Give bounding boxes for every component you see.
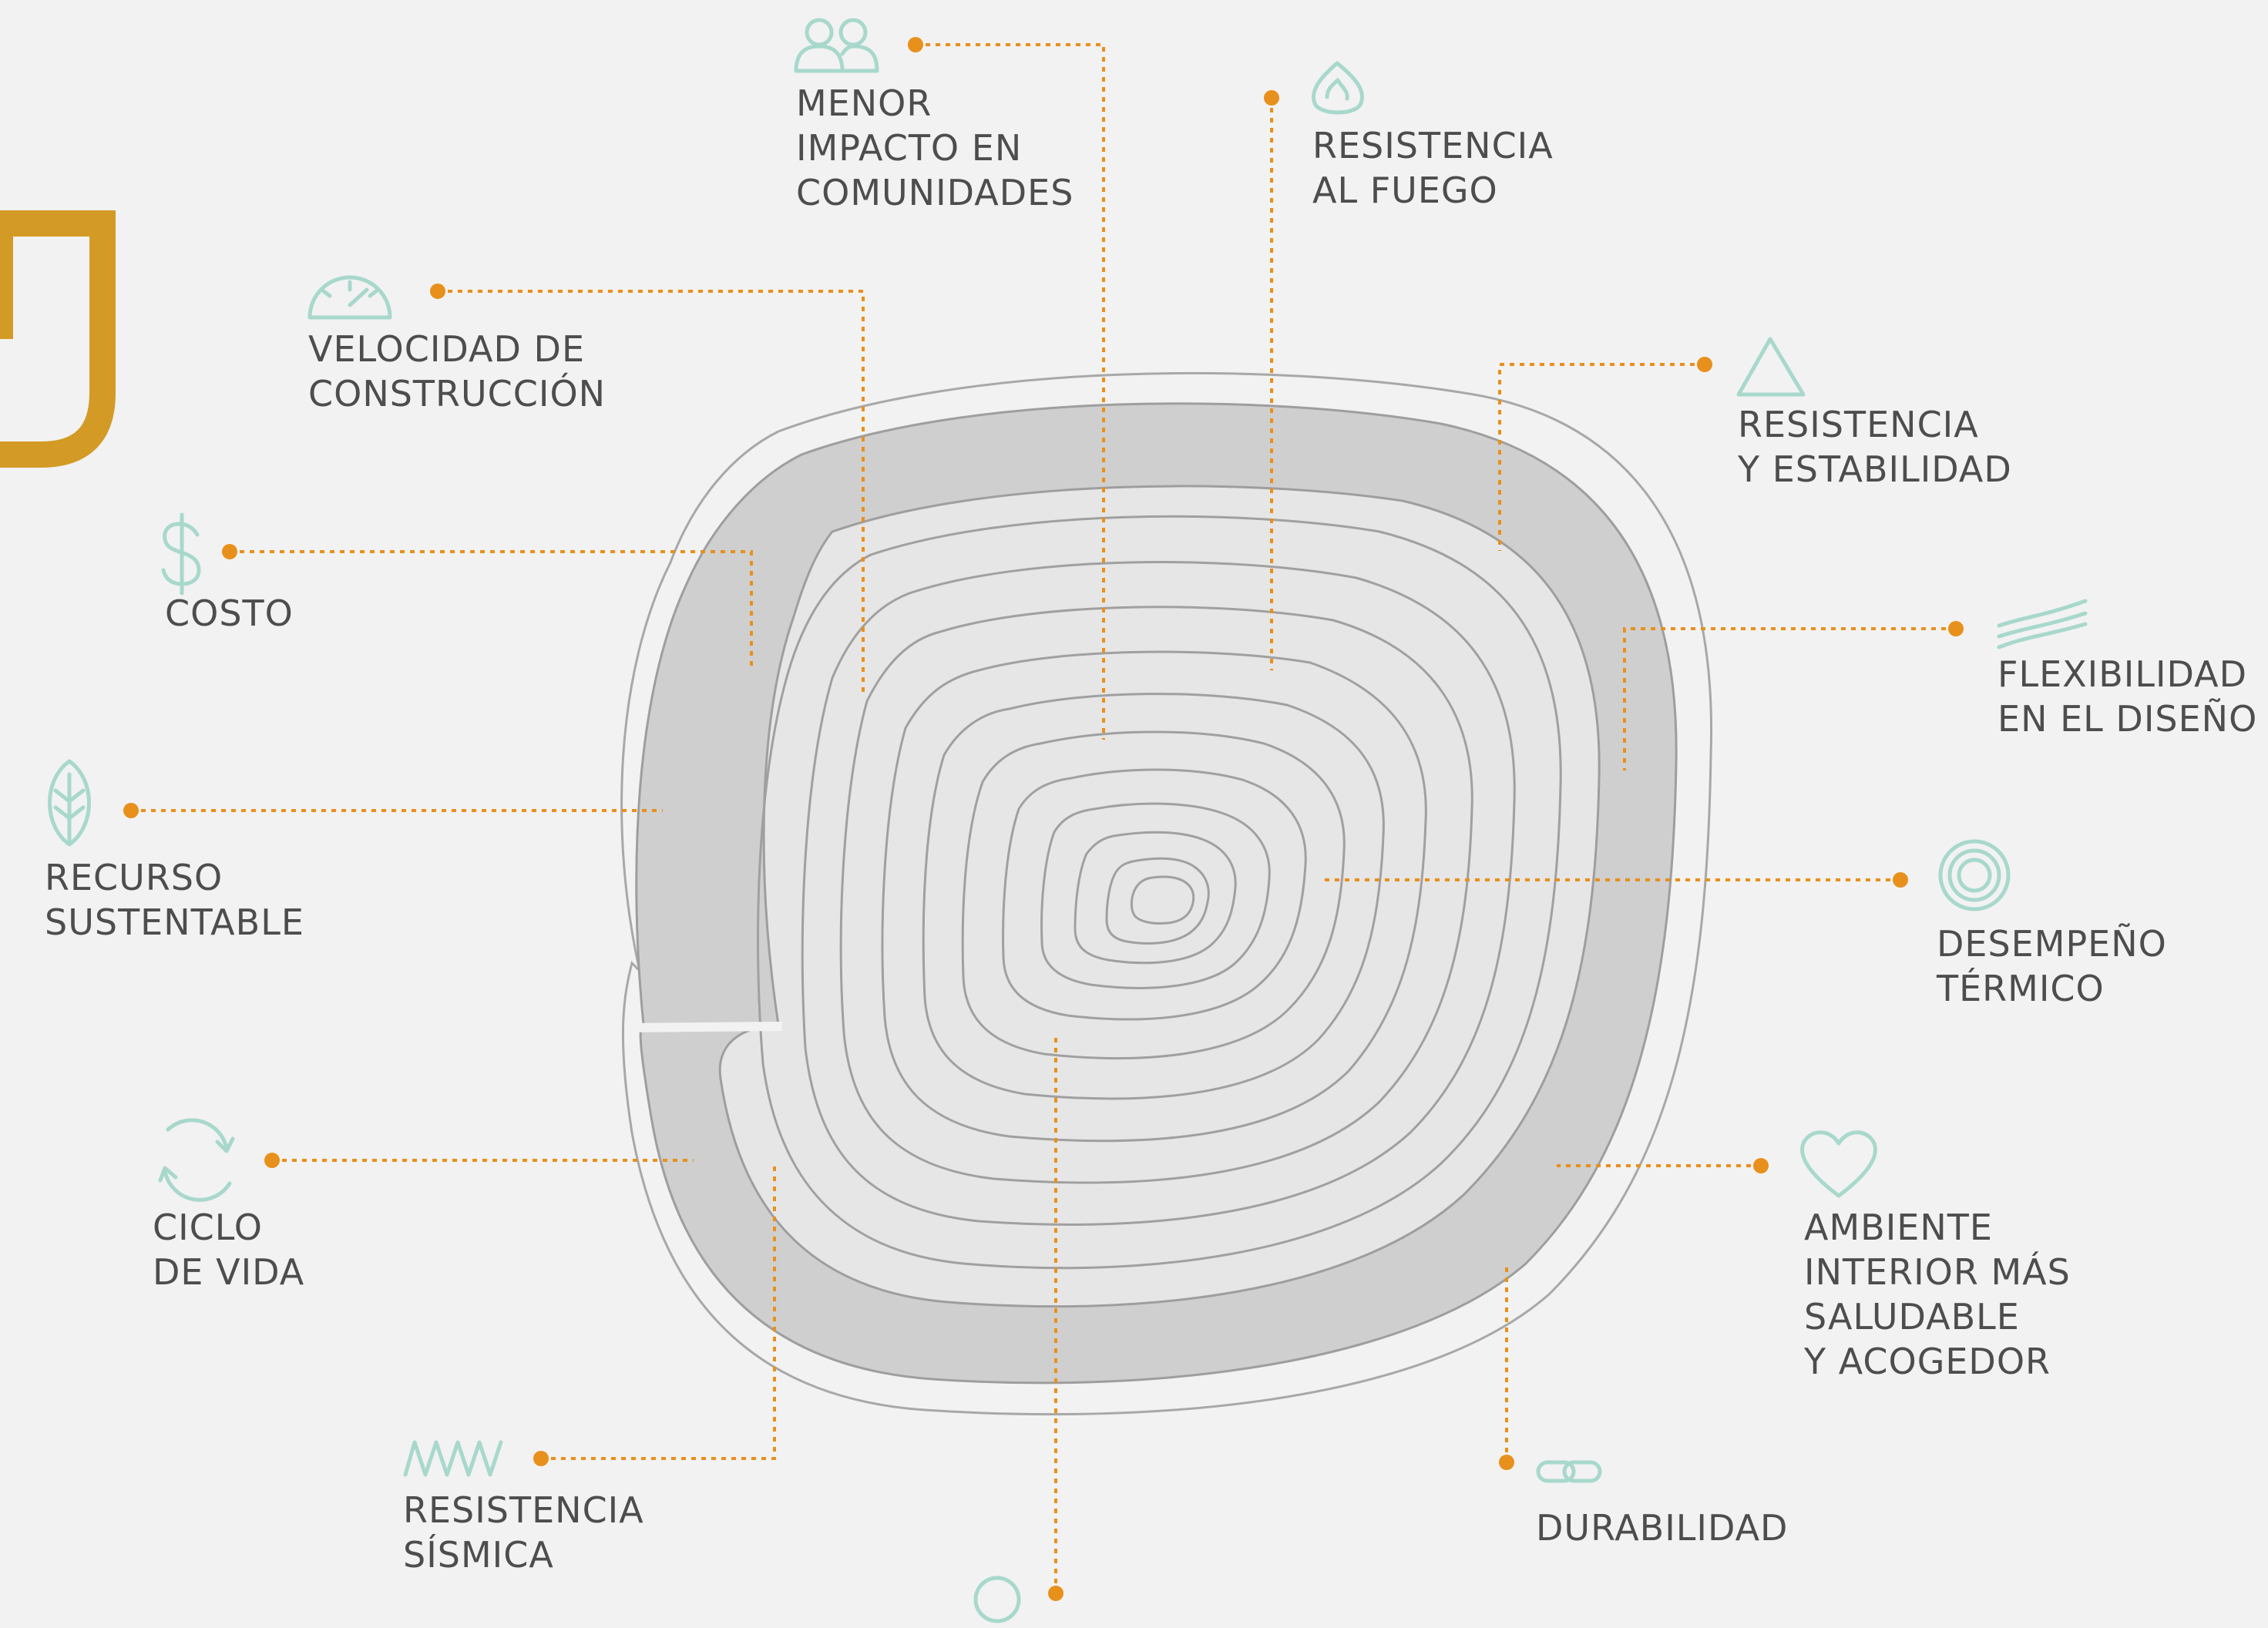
label-durabilidad: DURABILIDAD	[1536, 1505, 1788, 1550]
label-line: RECURSO	[45, 857, 223, 898]
heart-icon	[1800, 1130, 1877, 1198]
cycle-icon	[158, 1118, 235, 1202]
concentric-circles-icon	[1938, 839, 2011, 911]
label-ciclo: CICLO DE VIDA	[153, 1205, 304, 1294]
label-line: SALUDABLE	[1804, 1296, 2020, 1338]
connector-dot	[264, 1153, 280, 1168]
label-line: MENOR	[796, 82, 932, 124]
connector-dot	[430, 284, 445, 299]
label-line: RESISTENCIA	[403, 1489, 644, 1531]
tree-rings	[620, 371, 1713, 1416]
chain-link-icon	[1536, 1460, 1602, 1483]
connector-dot	[1048, 1586, 1063, 1601]
label-recurso: RECURSO SUSTENTABLE	[45, 855, 304, 945]
connector-dot	[1753, 1158, 1769, 1173]
zigzag-icon	[403, 1440, 503, 1477]
inner-ring-band	[718, 485, 1601, 1308]
label-line: Y ACOGEDOR	[1804, 1341, 2051, 1382]
label-line: RESISTENCIA	[1312, 125, 1554, 166]
connector-dot	[1697, 357, 1712, 372]
dollar-icon	[161, 512, 201, 596]
label-line: IMPACTO EN	[796, 127, 1023, 169]
speedometer-icon	[307, 275, 392, 320]
label-line: DESEMPEÑO	[1937, 923, 2167, 965]
label-line: TÉRMICO	[1937, 968, 2105, 1009]
label-line: COSTO	[165, 592, 294, 634]
label-resistencia-estabilidad: RESISTENCIA Y ESTABILIDAD	[1738, 402, 2012, 492]
label-line: SÍSMICA	[403, 1534, 554, 1576]
connector-dot	[908, 37, 923, 52]
label-line: CICLO	[153, 1207, 263, 1248]
label-costo: COSTO	[165, 591, 294, 636]
label-line: COMUNIDADES	[796, 172, 1074, 213]
label-line: INTERIOR MÁS	[1804, 1251, 2071, 1293]
label-ambiente: AMBIENTE INTERIOR MÁS SALUDABLE Y ACOGED…	[1804, 1205, 2071, 1384]
label-line: AMBIENTE	[1804, 1207, 1993, 1248]
label-line: DE VIDA	[153, 1251, 305, 1293]
label-line: DURABILIDAD	[1536, 1507, 1789, 1549]
label-line: SUSTENTABLE	[45, 901, 304, 943]
leaf-icon	[48, 759, 91, 847]
connector-dot	[1893, 872, 1908, 888]
label-sismica: RESISTENCIA SÍSMICA	[403, 1488, 644, 1577]
connector-dot	[1264, 90, 1279, 106]
label-line: VELOCIDAD DE	[308, 328, 586, 370]
label-resistencia-fuego: RESISTENCIA AL FUEGO	[1312, 123, 1554, 213]
triangle-icon	[1736, 337, 1806, 397]
label-line: RESISTENCIA	[1738, 404, 1979, 445]
label-velocidad: VELOCIDAD DE CONSTRUCCIÓN	[308, 327, 606, 416]
label-line: Y ESTABILIDAD	[1738, 448, 2012, 490]
label-flexibilidad: FLEXIBILIDAD EN EL DISEÑO	[1998, 652, 2257, 741]
connector-dot	[1948, 621, 1964, 636]
connector-dot	[1499, 1455, 1514, 1470]
logo-fragment	[0, 210, 116, 468]
connector-dot	[533, 1451, 549, 1466]
connector-dots	[123, 37, 1964, 1601]
people-icon	[794, 18, 879, 73]
label-line: CONSTRUCCIÓN	[308, 373, 606, 415]
label-line: EN EL DISEÑO	[1998, 698, 2258, 740]
bark-crack	[624, 1022, 782, 1032]
waves-icon	[1997, 599, 2088, 650]
connector-dot	[222, 544, 237, 559]
circle-icon	[973, 1576, 1021, 1623]
flame-icon	[1312, 61, 1364, 115]
connector-dot	[123, 803, 139, 818]
bark-outline	[620, 371, 1713, 1416]
label-desempeno: DESEMPEÑO TÉRMICO	[1937, 921, 2167, 1011]
label-line: FLEXIBILIDAD	[1998, 653, 2248, 695]
label-line: AL FUEGO	[1312, 170, 1498, 211]
connector-lines	[131, 43, 1956, 1593]
label-menor-impacto: MENOR IMPACTO EN COMUNIDADES	[796, 81, 1074, 215]
